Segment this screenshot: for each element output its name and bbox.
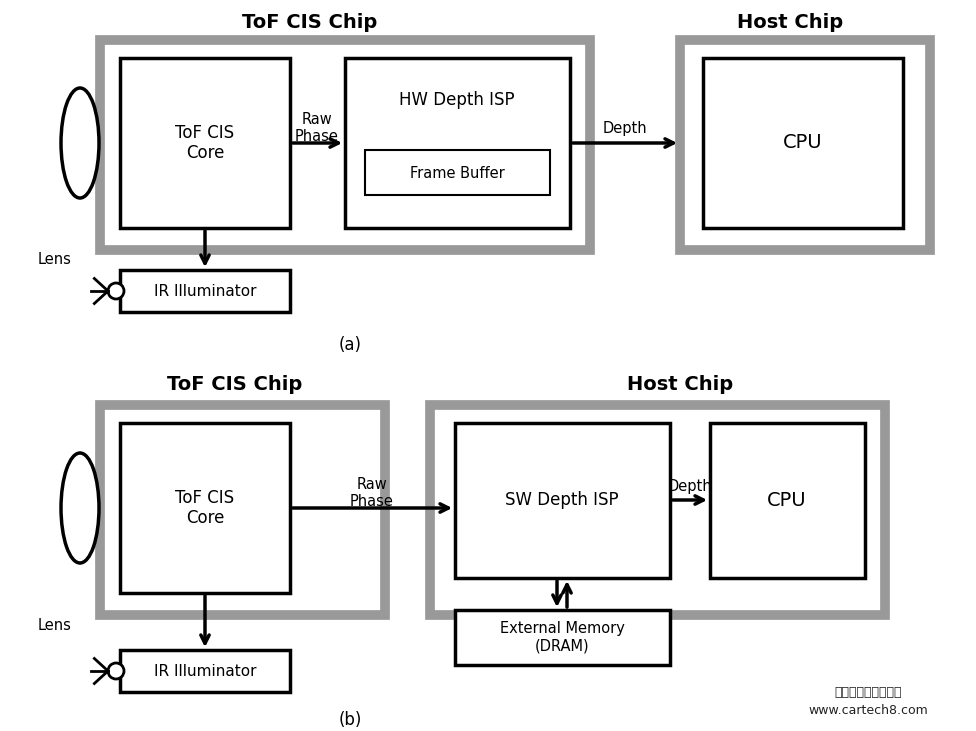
Text: External Memory
(DRAM): External Memory (DRAM) <box>500 621 625 654</box>
Bar <box>120 650 290 692</box>
Bar <box>345 58 570 228</box>
Bar <box>703 58 903 228</box>
Text: ToF CIS Chip: ToF CIS Chip <box>242 12 378 31</box>
Text: ToF CIS
Core: ToF CIS Core <box>176 124 234 162</box>
Bar <box>365 150 550 195</box>
Bar <box>120 58 290 228</box>
Text: www.cartech8.com: www.cartech8.com <box>808 703 928 716</box>
Bar <box>680 40 930 250</box>
Text: ToF CIS Chip: ToF CIS Chip <box>167 376 303 395</box>
Bar <box>455 610 670 665</box>
Text: HW Depth ISP: HW Depth ISP <box>399 91 514 109</box>
Text: Depth: Depth <box>668 479 712 493</box>
Text: CPU: CPU <box>783 134 823 153</box>
Ellipse shape <box>61 453 99 563</box>
Text: Host Chip: Host Chip <box>737 12 843 31</box>
Bar <box>120 423 290 593</box>
Text: 中国汽车工程师之家: 中国汽车工程师之家 <box>834 686 902 700</box>
Text: (b): (b) <box>339 711 362 729</box>
Text: Depth: Depth <box>603 121 647 135</box>
Text: IR Illuminator: IR Illuminator <box>154 664 257 678</box>
Bar <box>100 405 385 615</box>
Bar <box>455 423 670 578</box>
Text: Frame Buffer: Frame Buffer <box>410 165 505 181</box>
Text: Host Chip: Host Chip <box>627 376 733 395</box>
Text: CPU: CPU <box>767 491 807 510</box>
Text: IR Illuminator: IR Illuminator <box>154 284 257 298</box>
Bar <box>100 40 590 250</box>
Ellipse shape <box>61 88 99 198</box>
Text: Raw
Phase: Raw Phase <box>350 477 394 510</box>
Ellipse shape <box>108 283 124 299</box>
Bar <box>710 423 865 578</box>
Text: ToF CIS
Core: ToF CIS Core <box>176 488 234 527</box>
Text: (a): (a) <box>339 336 361 354</box>
Bar <box>430 405 885 615</box>
Text: SW Depth ISP: SW Depth ISP <box>506 491 619 509</box>
Text: Raw
Phase: Raw Phase <box>295 112 339 144</box>
Ellipse shape <box>108 663 124 679</box>
Text: Lens: Lens <box>38 618 72 632</box>
Bar <box>120 270 290 312</box>
Text: Lens: Lens <box>38 252 72 268</box>
